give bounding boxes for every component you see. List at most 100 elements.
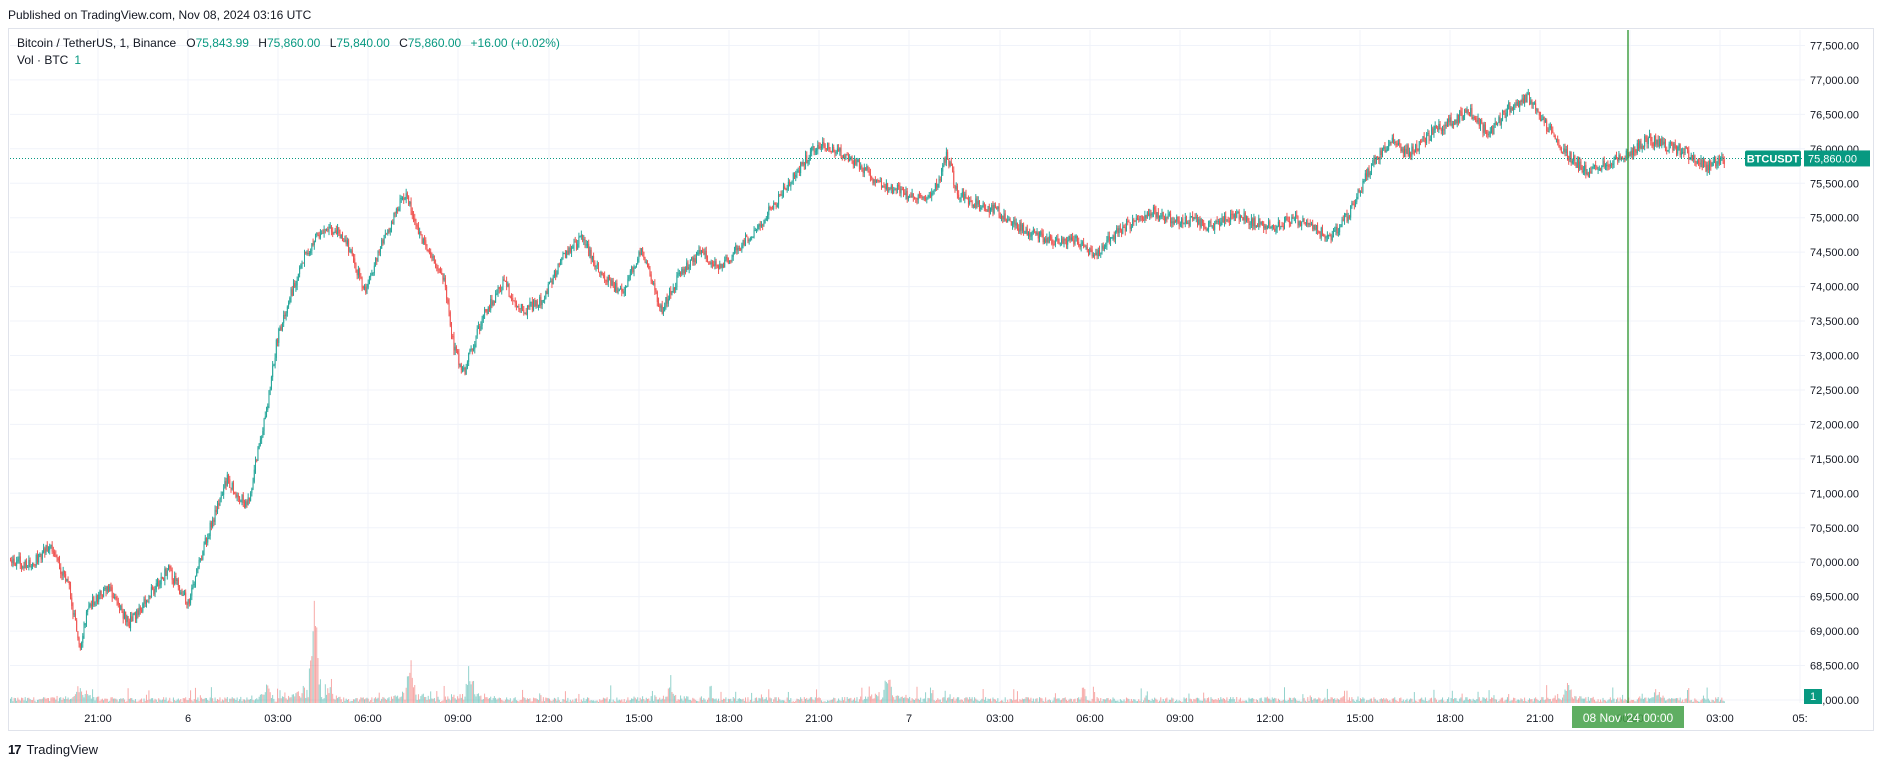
candle-body — [1402, 148, 1404, 154]
candle-body — [410, 201, 412, 211]
volume-bar — [678, 699, 680, 703]
candle-body — [1679, 144, 1681, 156]
candle-body — [12, 558, 14, 563]
candle-body — [966, 197, 968, 199]
candle-body — [172, 579, 174, 584]
candle-body — [495, 293, 497, 303]
candle-body — [229, 479, 231, 489]
candle-body — [1345, 213, 1347, 216]
legend-volume-label[interactable]: Vol · BTC — [17, 53, 69, 67]
candle-body — [1667, 150, 1669, 152]
volume-bar — [425, 696, 427, 703]
volume-bar — [966, 697, 968, 703]
volume-bar — [1168, 699, 1170, 703]
candle-body — [326, 229, 328, 231]
candle-body — [1223, 216, 1225, 222]
volume-bar — [1492, 697, 1494, 703]
volume-bar — [138, 700, 140, 703]
candle-body — [660, 305, 662, 308]
volume-bar — [1695, 699, 1697, 703]
candle-body — [849, 158, 851, 162]
volume-bar — [918, 699, 920, 703]
time-tick-label: 21:00 — [84, 713, 112, 725]
candle-body — [1590, 171, 1592, 173]
candle-body — [1704, 160, 1706, 163]
volume-bar — [934, 701, 936, 703]
footer-brand[interactable]: 17 TradingView — [8, 742, 98, 757]
volume-bar — [817, 698, 819, 703]
volume-bar — [289, 697, 291, 703]
volume-bar — [1603, 699, 1605, 703]
candle-body — [1143, 219, 1145, 221]
volume-bar — [1476, 699, 1478, 703]
candle-body — [843, 155, 844, 158]
volume-bar — [1397, 701, 1399, 703]
volume-bar — [698, 701, 700, 703]
candle-body — [1266, 225, 1268, 230]
volume-bar — [1604, 700, 1606, 703]
candle-body — [840, 147, 842, 157]
candle-body — [133, 612, 135, 615]
candle-body — [662, 311, 664, 314]
volume-bar — [188, 698, 190, 703]
candle-body — [1661, 138, 1663, 147]
candle-body — [221, 494, 223, 496]
volume-bar — [92, 689, 94, 703]
candle-body — [1450, 117, 1452, 126]
volume-bar — [866, 698, 868, 703]
volume-bar — [1117, 700, 1119, 703]
candle-body — [1182, 218, 1184, 224]
candle-body — [1217, 221, 1219, 223]
volume-bar — [1669, 699, 1671, 703]
candle-body — [659, 305, 661, 308]
volume-bar — [1457, 701, 1459, 703]
volume-bar — [1212, 699, 1214, 703]
candle-body — [1209, 221, 1211, 224]
candle-body — [1541, 118, 1543, 122]
volume-bar — [1620, 699, 1622, 703]
candle-body — [762, 224, 764, 226]
candle-body — [785, 188, 787, 191]
volume-bar — [1074, 698, 1076, 703]
volume-bar — [1642, 698, 1644, 703]
volume-bar — [980, 700, 982, 703]
candle-body — [983, 203, 985, 209]
volume-bar — [880, 699, 882, 703]
volume-bar — [737, 698, 739, 703]
candle-body — [92, 597, 94, 607]
volume-bar — [269, 692, 271, 703]
candle-body — [607, 277, 609, 283]
volume-bar — [825, 701, 827, 703]
candle-body — [715, 261, 717, 266]
volume-bar — [715, 698, 717, 703]
volume-bar — [1674, 698, 1676, 703]
candle-body — [1141, 216, 1143, 220]
candle-body — [861, 166, 863, 168]
candle-body — [634, 267, 636, 269]
volume-bar — [1171, 697, 1173, 703]
volume-bar — [684, 698, 686, 703]
volume-bar — [1486, 697, 1488, 703]
candle-body — [1513, 105, 1515, 111]
volume-bar — [1509, 701, 1511, 703]
candle-body — [339, 233, 341, 238]
volume-bar — [660, 699, 662, 703]
volume-bar — [490, 696, 492, 703]
volume-bar — [757, 700, 759, 703]
volume-bar — [1333, 699, 1334, 703]
volume-bar — [827, 700, 829, 703]
candle-body — [1416, 144, 1418, 151]
volume-bar — [1465, 697, 1467, 703]
volume-bar — [1323, 699, 1325, 703]
volume-bar — [1195, 697, 1197, 703]
candle-body — [1522, 98, 1524, 104]
time-tick-label: 03:00 — [986, 713, 1014, 725]
volume-bar — [1317, 699, 1319, 703]
candle-body — [1301, 221, 1303, 227]
legend-symbol[interactable]: Bitcoin / TetherUS, 1, Binance — [17, 36, 177, 50]
volume-bar — [683, 696, 685, 703]
candle-body — [1192, 216, 1194, 220]
volume-bar — [718, 698, 720, 703]
candle-body — [1433, 130, 1435, 135]
